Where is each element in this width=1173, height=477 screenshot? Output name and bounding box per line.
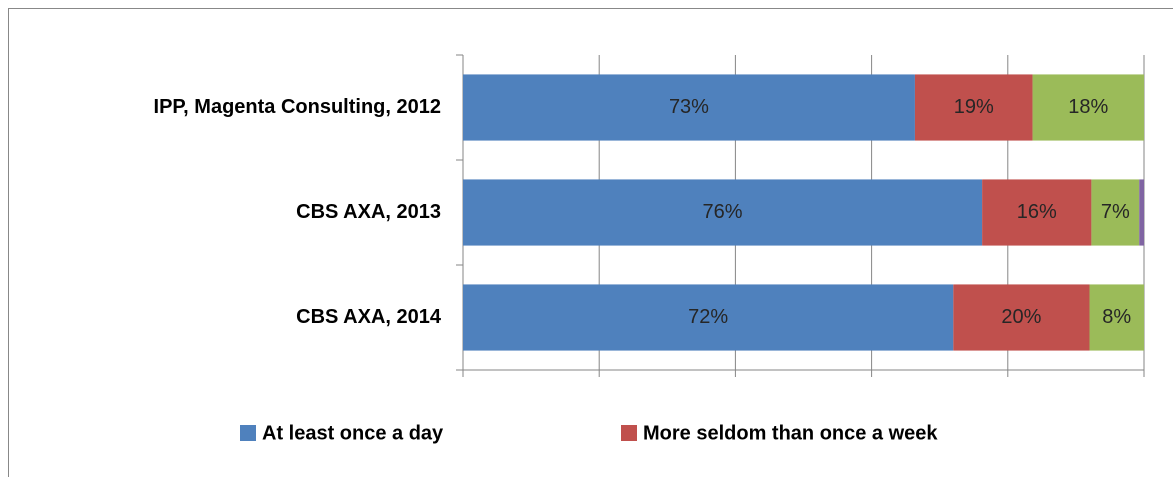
bar-segment bbox=[1091, 179, 1140, 246]
bar-segment bbox=[982, 179, 1092, 246]
legend-label: At least once a day bbox=[262, 422, 444, 444]
value-label: 16% bbox=[1017, 201, 1057, 223]
value-label: 19% bbox=[954, 96, 994, 118]
legend-swatch bbox=[621, 425, 637, 441]
bar-segment bbox=[463, 74, 915, 141]
bar-segment bbox=[463, 284, 954, 351]
value-label: 7% bbox=[1101, 201, 1130, 223]
value-label: 72% bbox=[688, 306, 728, 328]
value-label: 18% bbox=[1068, 96, 1108, 118]
bar-segment bbox=[1089, 284, 1144, 351]
legend-swatch bbox=[240, 425, 256, 441]
legend-label: More seldom than once a week bbox=[643, 422, 938, 444]
bar-segment bbox=[1139, 179, 1144, 246]
category-label: CBS AXA, 2013 bbox=[296, 201, 441, 223]
bar-segment bbox=[1032, 74, 1144, 141]
category-label: IPP, Magenta Consulting, 2012 bbox=[154, 96, 441, 118]
bar-segment bbox=[953, 284, 1090, 351]
chart-frame bbox=[8, 8, 1173, 477]
bar-segment bbox=[463, 179, 983, 246]
value-label: 73% bbox=[669, 96, 709, 118]
bar-segment bbox=[914, 74, 1033, 141]
value-label: 8% bbox=[1102, 306, 1131, 328]
category-label: CBS AXA, 2014 bbox=[296, 306, 442, 328]
value-label: 76% bbox=[703, 201, 743, 223]
value-label: 20% bbox=[1001, 306, 1041, 328]
